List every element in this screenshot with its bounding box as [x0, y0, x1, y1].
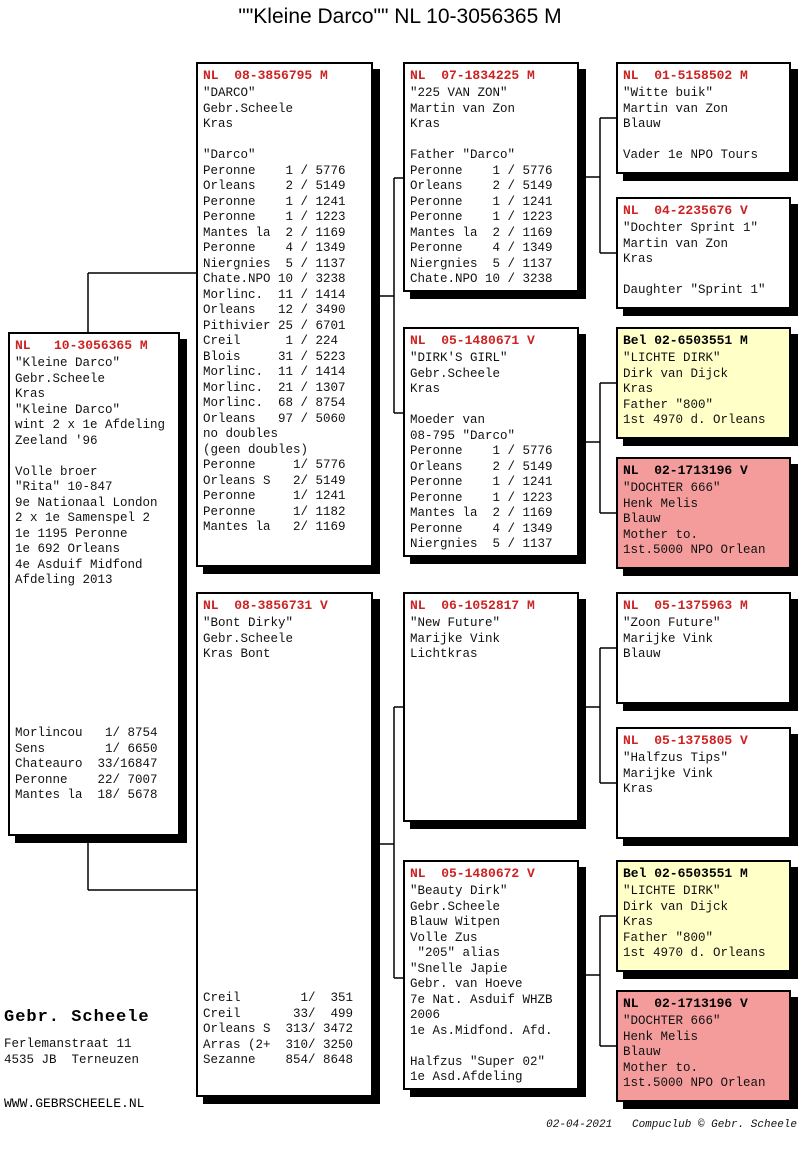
- pedigree-box-ssd: NL 04-2235676 V "Dochter Sprint 1" Marti…: [616, 197, 791, 309]
- ring-number: NL 05-1375963 M: [623, 598, 748, 613]
- pigeon-details: "DOCHTER 666" Henk Melis Blauw Mother to…: [623, 1014, 766, 1090]
- pigeon-details: "Dochter Sprint 1" Martin van Zon Kras D…: [623, 221, 766, 297]
- race-results: Morlincou 1/ 8754 Sens 1/ 6650 Chateauro…: [15, 726, 158, 802]
- owner-name: Gebr. Scheele: [4, 1008, 150, 1027]
- pigeon-details: "LICHTE DIRK" Dirk van Dijck Kras Father…: [623, 884, 766, 960]
- owner-address-street: Ferlemanstraat 11: [4, 1037, 132, 1051]
- ring-number: NL 07-1834225 M: [410, 68, 535, 83]
- ring-number: NL 05-1480671 V: [410, 333, 535, 348]
- pedigree-box-subject: NL 10-3056365 M "Kleine Darco" Gebr.Sche…: [8, 332, 180, 836]
- pigeon-details: "DARCO" Gebr.Scheele Kras "Darco" Peronn…: [203, 86, 346, 534]
- ring-number: NL 01-5158502 M: [623, 68, 748, 83]
- race-results: Creil 1/ 351 Creil 33/ 499 Orleans S 313…: [203, 991, 354, 1067]
- pigeon-details: "Halfzus Tips" Marijke Vink Kras: [623, 751, 729, 796]
- pigeon-details: "DOCHTER 666" Henk Melis Blauw Mother to…: [623, 481, 766, 557]
- pedigree-box-sire-dam: NL 05-1480671 V "DIRK'S GIRL" Gebr.Schee…: [403, 327, 579, 557]
- pedigree-box-dds: Bel 02-6503551 M "LICHTE DIRK" Dirk van …: [616, 860, 791, 972]
- ring-number: NL 10-3056365 M: [15, 338, 148, 353]
- pigeon-details: "New Future" Marijke Vink Lichtkras: [410, 616, 501, 661]
- pedigree-box-ddd: NL 02-1713196 V "DOCHTER 666" Henk Melis…: [616, 990, 791, 1102]
- owner-website: WWW.GEBRSCHEELE.NL: [4, 1096, 145, 1111]
- ring-number: Bel 02-6503551 M: [623, 866, 748, 881]
- ring-number: NL 05-1480672 V: [410, 866, 535, 881]
- pigeon-details: "Witte buik" Martin van Zon Blauw Vader …: [623, 86, 759, 162]
- pedigree-box-sire: NL 08-3856795 M "DARCO" Gebr.Scheele Kra…: [196, 62, 373, 567]
- pigeon-details: "Beauty Dirk" Gebr.Scheele Blauw Witpen …: [410, 884, 553, 1084]
- pigeon-details: "Kleine Darco" Gebr.Scheele Kras "Kleine…: [15, 356, 166, 587]
- pigeon-details: "225 VAN ZON" Martin van Zon Kras Father…: [410, 86, 553, 286]
- ring-number: NL 08-3856731 V: [203, 598, 328, 613]
- ring-number: Bel 02-6503551 M: [623, 333, 748, 348]
- footer-credit: 02-04-2021 Compuclub © Gebr. Scheele: [546, 1119, 797, 1131]
- pedigree-box-dsd: NL 05-1375805 V "Halfzus Tips" Marijke V…: [616, 727, 791, 839]
- pigeon-details: "Zoon Future" Marijke Vink Blauw: [623, 616, 721, 661]
- pedigree-box-sdd: NL 02-1713196 V "DOCHTER 666" Henk Melis…: [616, 457, 791, 569]
- ring-number: NL 05-1375805 V: [623, 733, 748, 748]
- pedigree-box-sss: NL 01-5158502 M "Witte buik" Martin van …: [616, 62, 791, 174]
- pedigree-box-sire-sire: NL 07-1834225 M "225 VAN ZON" Martin van…: [403, 62, 579, 292]
- page-title: ""Kleine Darco"" NL 10-3056365 M: [238, 5, 562, 28]
- pedigree-box-sds: Bel 02-6503551 M "LICHTE DIRK" Dirk van …: [616, 327, 791, 439]
- pigeon-details: "DIRK'S GIRL" Gebr.Scheele Kras Moeder v…: [410, 351, 553, 551]
- ring-number: NL 08-3856795 M: [203, 68, 328, 83]
- ring-number: NL 06-1052817 M: [410, 598, 535, 613]
- ring-number: NL 04-2235676 V: [623, 203, 748, 218]
- owner-address-city: 4535 JB Terneuzen: [4, 1053, 140, 1067]
- pedigree-box-dam-sire: NL 06-1052817 M "New Future" Marijke Vin…: [403, 592, 579, 822]
- pedigree-box-dam: NL 08-3856731 V "Bont Dirky" Gebr.Scheel…: [196, 592, 373, 1097]
- ring-number: NL 02-1713196 V: [623, 996, 748, 1011]
- pigeon-details: "LICHTE DIRK" Dirk van Dijck Kras Father…: [623, 351, 766, 427]
- ring-number: NL 02-1713196 V: [623, 463, 748, 478]
- pedigree-box-dss: NL 05-1375963 M "Zoon Future" Marijke Vi…: [616, 592, 791, 704]
- pigeon-details: "Bont Dirky" Gebr.Scheele Kras Bont: [203, 616, 294, 661]
- pedigree-box-dam-dam: NL 05-1480672 V "Beauty Dirk" Gebr.Schee…: [403, 860, 579, 1090]
